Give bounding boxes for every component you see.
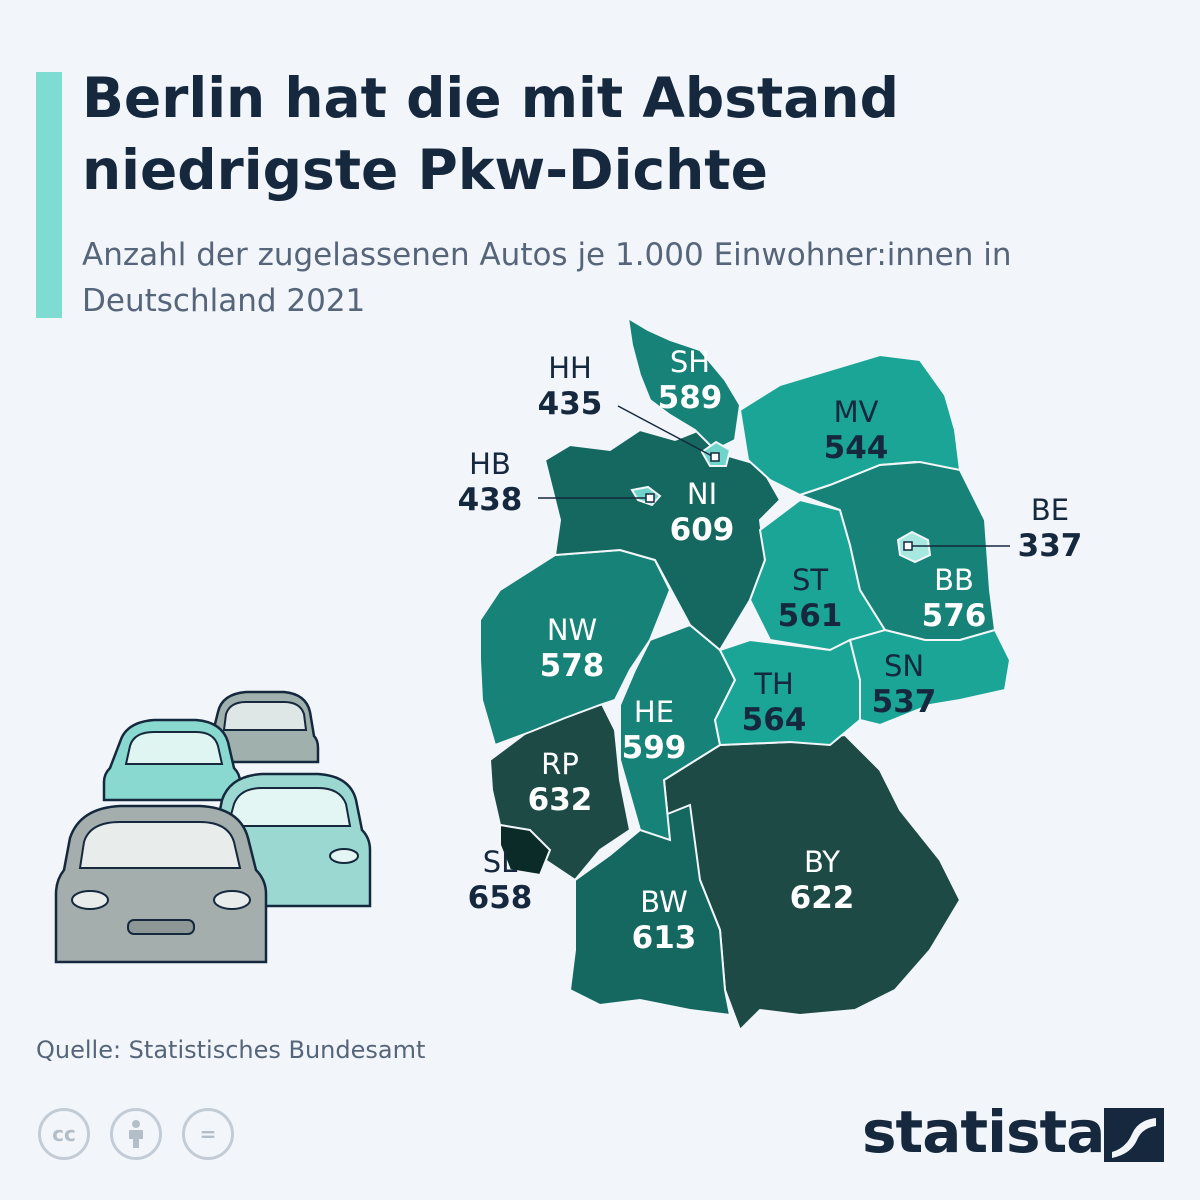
state-code: ST [792, 563, 828, 597]
state-value: 613 [632, 920, 697, 956]
state-value: 337 [1018, 528, 1083, 564]
state-code: RP [541, 747, 579, 781]
state-shape-sn [848, 628, 1012, 727]
state-value: 609 [670, 512, 735, 548]
state-code: BY [804, 845, 840, 879]
statista-logo-icon[interactable] [1104, 1108, 1164, 1162]
state-code: HH [548, 351, 592, 385]
state-code: BB [934, 563, 974, 597]
city-markers [645, 452, 913, 551]
no-derivatives-icon[interactable]: = [182, 1108, 234, 1160]
state-value: 544 [824, 430, 889, 466]
state-value: 537 [872, 684, 937, 720]
car-front-icon [54, 804, 268, 964]
cc-icon[interactable]: cc [38, 1108, 90, 1160]
leader-lines [538, 405, 1010, 547]
state-code: NI [687, 477, 717, 511]
person-icon [129, 1120, 143, 1148]
state-value: 589 [658, 380, 723, 416]
state-code: SL [483, 845, 518, 879]
cars-illustration [54, 690, 372, 964]
state-shapes [479, 316, 1012, 1032]
state-code: NW [547, 613, 597, 647]
state-value: 435 [538, 386, 603, 422]
state-value: 658 [468, 880, 533, 916]
accent-bar [36, 72, 62, 318]
statista-logo-text[interactable]: statista [862, 1098, 1105, 1166]
page-subtitle: Anzahl der zugelassenen Autos je 1.000 E… [82, 237, 1012, 319]
state-code: TH [753, 667, 794, 701]
state-value: 438 [458, 482, 523, 518]
state-code: SN [884, 649, 924, 683]
state-value: 632 [528, 782, 593, 818]
state-value: 622 [790, 880, 855, 916]
state-value: 576 [922, 598, 987, 634]
state-shape-be [896, 530, 932, 564]
car-back-left-icon [102, 718, 242, 802]
state-value: 599 [622, 730, 687, 766]
state-shape-sh [626, 316, 742, 452]
state-shape-th [713, 638, 861, 747]
state-code: HE [634, 695, 674, 729]
state-code: BE [1031, 493, 1069, 527]
state-code: HB [469, 447, 511, 481]
state-shape-ni [543, 428, 782, 652]
state-code: BW [640, 885, 688, 919]
source-text: Quelle: Statistisches Bundesamt [36, 1036, 426, 1064]
state-value: 561 [778, 598, 843, 634]
page-title: Berlin hat die mit Abstand niedrigste Pk… [82, 66, 899, 202]
state-value: 564 [742, 702, 807, 738]
attribution-icon[interactable] [110, 1108, 162, 1160]
state-value: 578 [540, 648, 605, 684]
state-shape-sl [499, 823, 552, 877]
state-code: SH [670, 345, 710, 379]
state-code: MV [834, 395, 879, 429]
